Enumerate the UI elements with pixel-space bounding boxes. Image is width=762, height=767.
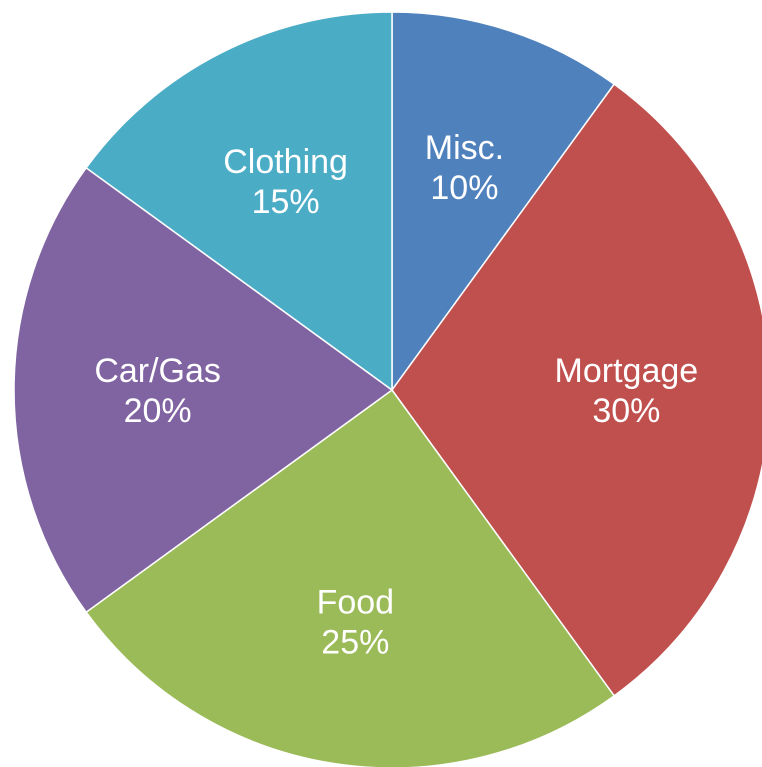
pie-slice-mortgage — [391, 83, 762, 697]
slice-label-mortgage: Mortgage — [555, 352, 699, 390]
slice-label-food: Food — [317, 583, 395, 621]
pie-slice-food — [85, 388, 616, 767]
pie-slice-clothing — [85, 11, 393, 392]
pie-slice-car-gas — [13, 166, 394, 614]
slice-percent-clothing: 15% — [252, 183, 320, 221]
pie-slice-misc — [391, 11, 616, 393]
slice-percent-food: 25% — [321, 623, 389, 661]
slice-percent-car-gas: 20% — [124, 392, 192, 430]
slice-percent-mortgage: 30% — [592, 392, 660, 430]
slice-label-misc: Misc. — [425, 129, 504, 167]
slice-label-car-gas: Car/Gas — [94, 352, 221, 390]
slice-percent-misc: 10% — [430, 169, 498, 207]
slice-label-clothing: Clothing — [223, 143, 348, 181]
